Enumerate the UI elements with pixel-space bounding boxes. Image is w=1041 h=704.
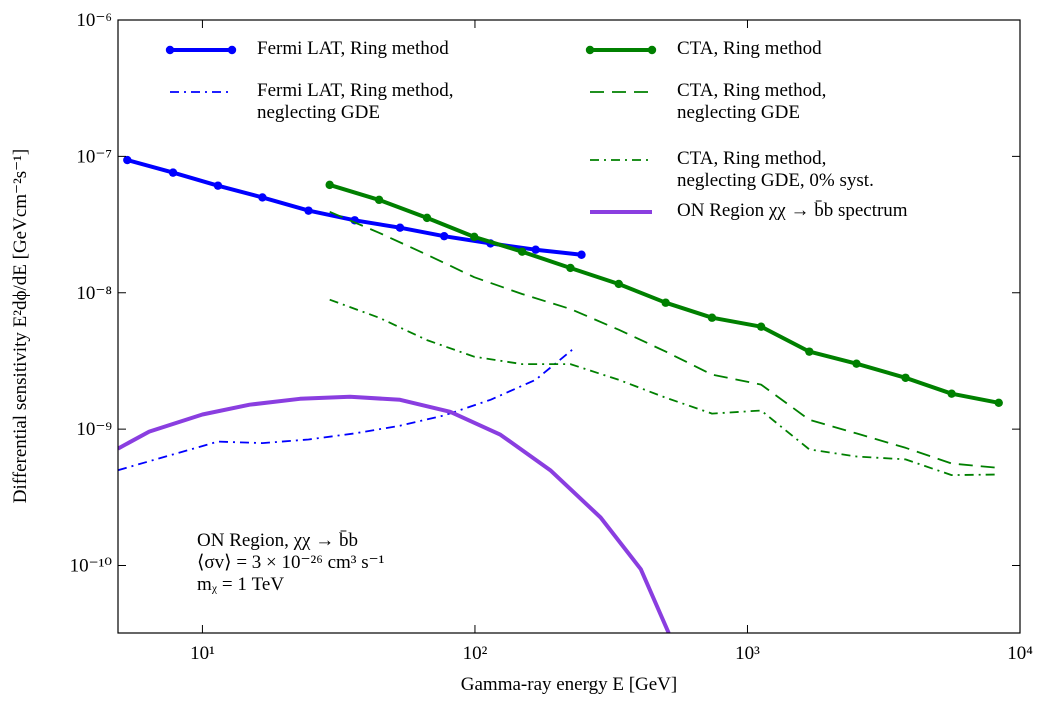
y-axis-label: Differential sensitivity E²dϕ/dE [GeVcm⁻… (10, 149, 31, 503)
x-tick-label: 10² (463, 643, 488, 664)
marker (994, 398, 1003, 407)
marker (395, 223, 405, 232)
marker (577, 250, 586, 259)
legend-label: Fermi LAT, Ring method, neglecting GDE (257, 80, 454, 123)
marker (901, 373, 910, 382)
marker (566, 263, 575, 273)
y-tick-label: 10⁻⁹ (76, 419, 112, 440)
legend-label: CTA, Ring method, neglecting GDE, 0% sys… (677, 148, 874, 191)
legend-label: CTA, Ring method (677, 38, 822, 59)
series-line (118, 394, 671, 633)
x-tick-label: 10¹ (190, 643, 215, 664)
marker (756, 322, 766, 331)
x-tick-label: 10⁴ (1007, 643, 1033, 664)
axes-frame (117, 19, 1021, 634)
marker (325, 180, 334, 190)
marker (304, 206, 313, 215)
series-line (118, 347, 576, 472)
legend-label: Fermi LAT, Ring method (257, 38, 449, 59)
marker (707, 313, 717, 322)
marker (614, 279, 623, 289)
marker (422, 213, 432, 223)
marker (805, 347, 814, 356)
x-tick-label: 10³ (735, 643, 760, 664)
marker (123, 155, 132, 165)
x-axis-label: Gamma-ray energy E [GeV] (461, 674, 677, 695)
plot-area (118, 155, 1003, 633)
legend-marker (227, 45, 237, 55)
legend-marker (165, 45, 175, 55)
marker (661, 298, 670, 307)
marker (531, 245, 540, 254)
y-tick-label: 10⁻¹⁰ (70, 556, 113, 577)
marker (852, 359, 861, 368)
y-tick-label: 10⁻⁶ (76, 10, 112, 31)
y-tick-label: 10⁻⁷ (76, 146, 112, 167)
marker (374, 195, 384, 205)
legend-marker (585, 45, 595, 55)
legend-label: CTA, Ring method, neglecting GDE (677, 80, 827, 123)
marker (213, 181, 223, 190)
marker (470, 232, 479, 242)
marker (439, 231, 449, 241)
marker (168, 168, 178, 177)
y-tick-label: 10⁻⁸ (76, 283, 112, 304)
annotation: ON Region, χχ → b̄b ⟨σv⟩ = 3 × 10⁻²⁶ cm³… (197, 530, 385, 595)
marker (947, 389, 956, 398)
series-line (126, 158, 582, 257)
series-line (329, 210, 999, 469)
legend-label: ON Region χχ → b̄b spectrum (677, 200, 908, 221)
legend-marker (647, 45, 657, 55)
series-line (329, 298, 999, 476)
marker (258, 193, 267, 202)
marker (517, 247, 527, 256)
